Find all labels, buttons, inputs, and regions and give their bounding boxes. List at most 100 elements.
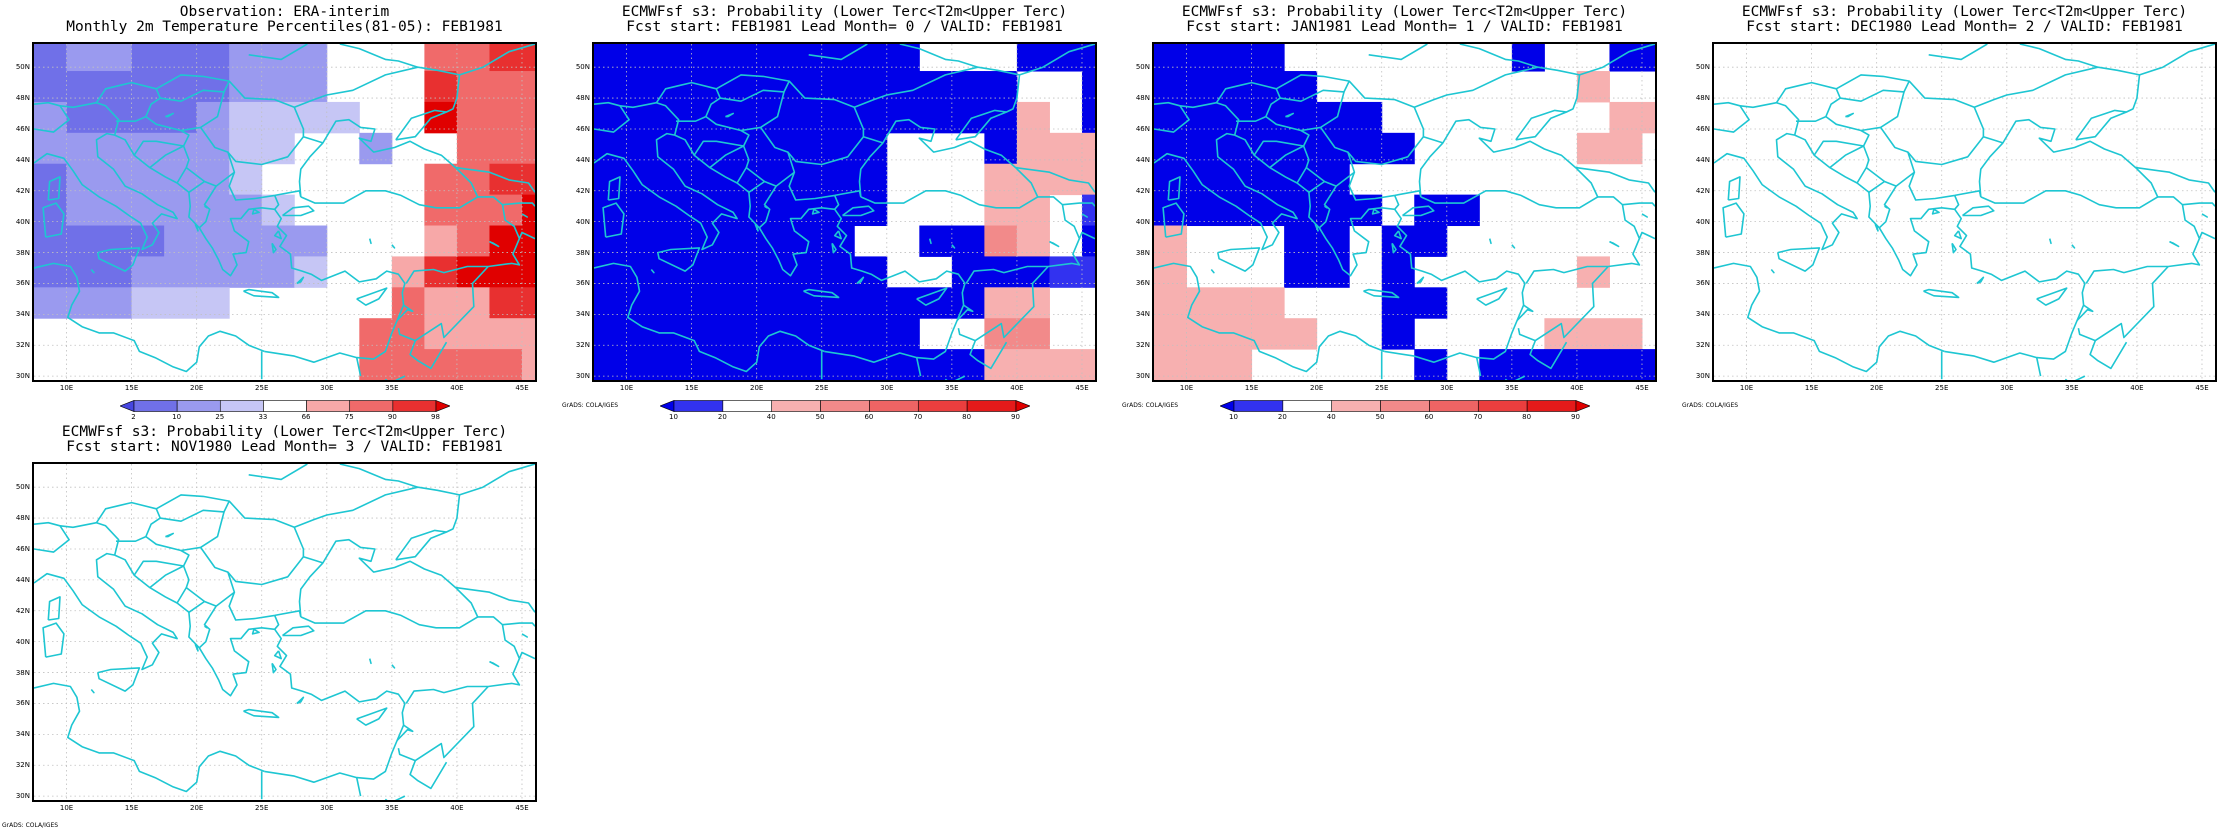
- coastline: [204, 205, 208, 209]
- coastline: [271, 242, 277, 254]
- grid-cell: [521, 101, 535, 134]
- lon-tick-label: 45E: [1635, 384, 1649, 392]
- grid-cell: [1081, 132, 1095, 165]
- lon-tick-label: 25E: [255, 804, 269, 812]
- lon-tick-label: 10E: [1739, 384, 1754, 392]
- panel-title-line1: ECMWFsf s3: Probability (Lower Terc<T2m<…: [1741, 4, 2188, 20]
- coastline: [356, 287, 388, 306]
- grads-credit: GrADS: COLA/IGES: [2, 822, 59, 829]
- grid-cell: [919, 101, 953, 134]
- lon-tick-label: 20E: [749, 384, 764, 392]
- coastline: [1393, 230, 1402, 240]
- grid-cell: [756, 287, 790, 319]
- coastline: [1874, 223, 1879, 232]
- colorbar-swatch: [1282, 400, 1332, 412]
- coastline: [34, 262, 265, 373]
- grid-cell: [756, 256, 790, 288]
- grid-cell: [1316, 225, 1350, 257]
- lat-tick-label: 50N: [15, 63, 30, 72]
- lat-tick-label: 32N: [15, 341, 30, 350]
- coastline: [754, 223, 759, 232]
- coastline: [409, 340, 448, 370]
- coastline: [1907, 151, 1982, 201]
- coastline: [227, 571, 302, 621]
- grid-cell: [424, 194, 458, 227]
- coastline: [915, 357, 922, 377]
- coastline: [194, 223, 199, 232]
- coastline: [459, 44, 535, 76]
- coastline: [1953, 230, 1962, 240]
- colorbar-swatch: [435, 400, 450, 412]
- coastline: [899, 44, 979, 68]
- coastline: [1514, 375, 1526, 380]
- lon-tick-label: 15E: [684, 384, 699, 392]
- grid-cell: [951, 287, 985, 319]
- grid-cell: [456, 225, 490, 257]
- grid-cell: [919, 349, 953, 380]
- coastline: [1049, 240, 1060, 248]
- coastline: [489, 240, 500, 248]
- coastline: [273, 195, 280, 210]
- lat-tick-label: 32N: [15, 761, 30, 770]
- lat-tick-label: 50N: [15, 483, 30, 492]
- coastline: [133, 560, 184, 576]
- coastline: [944, 378, 948, 380]
- grid-cell: [984, 225, 1018, 257]
- grid-cell: [951, 225, 985, 257]
- coastline: [1525, 204, 1641, 284]
- coastline: [34, 682, 265, 793]
- lat-tick-label: 46N: [15, 544, 30, 553]
- map-frame: [592, 42, 1097, 382]
- colorbar-swatch: [176, 400, 221, 412]
- coastline: [856, 276, 865, 285]
- grid-cell: [1016, 318, 1050, 350]
- lon-tick-label: 10E: [619, 384, 634, 392]
- grid-cell: [391, 318, 425, 350]
- coastline: [1363, 288, 1400, 299]
- coastline: [2075, 109, 2128, 141]
- coastline: [657, 247, 701, 272]
- grid-cell: [521, 132, 535, 165]
- grid-cell: [691, 287, 725, 319]
- grid-cell: [521, 71, 535, 103]
- lon-tick-label: 45E: [1075, 384, 1089, 392]
- lat-tick-label: 34N: [575, 310, 590, 319]
- grid-cell: [1219, 287, 1253, 319]
- grid-cell: [691, 44, 725, 72]
- coastline: [1829, 129, 1870, 169]
- grid-cell: [99, 287, 133, 319]
- coastline: [199, 546, 305, 586]
- lat-tick-label: 40N: [15, 637, 30, 646]
- colorbar-tick-label: 75: [344, 413, 354, 421]
- grid-cell: [1219, 349, 1253, 380]
- colorbar-swatch: [1330, 400, 1381, 412]
- lat-tick-label: 34N: [1135, 310, 1150, 319]
- grid-cell: [789, 318, 823, 350]
- lon-tick-label: 35E: [385, 384, 399, 392]
- grid-cell: [456, 132, 490, 165]
- lon-tick-label: 40E: [450, 804, 464, 812]
- grid-cell: [424, 101, 458, 134]
- grid-cell: [229, 101, 263, 134]
- coastline: [2201, 213, 2209, 218]
- coastline: [2071, 244, 2076, 249]
- coastline: [1609, 240, 1620, 248]
- lon-tick-label: 35E: [945, 384, 959, 392]
- coastline: [97, 667, 141, 692]
- coastline: [243, 708, 280, 719]
- lat-tick-label: 48N: [1135, 94, 1150, 103]
- grid-cell: [164, 256, 198, 288]
- panel-title-line2: Fcst start: JAN1981 Lead Month= 1 / VALI…: [1186, 19, 1623, 35]
- coastline: [1908, 80, 2004, 144]
- grid-cell: [66, 225, 100, 257]
- lon-tick-label: 10E: [59, 804, 74, 812]
- colorbar-tick-label: 20: [717, 413, 727, 421]
- lat-tick-label: 30N: [1135, 372, 1150, 381]
- coastline: [182, 565, 190, 588]
- coastline: [228, 500, 324, 564]
- coastline: [396, 724, 414, 742]
- lat-tick-label: 38N: [575, 248, 590, 257]
- colorbar-swatch: [305, 400, 350, 412]
- coastline: [384, 798, 388, 800]
- grid-cell: [594, 349, 628, 380]
